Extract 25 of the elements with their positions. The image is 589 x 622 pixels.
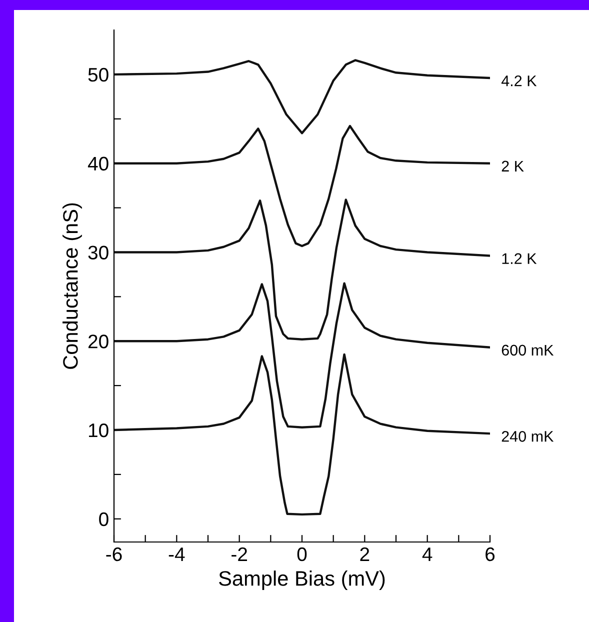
series-label: 1.2 K	[502, 253, 537, 264]
y-tick-label: 20	[88, 334, 108, 348]
y-tick-label: 30	[88, 246, 108, 260]
y-axis-title: Conductance (nS)	[62, 203, 82, 369]
line-series	[114, 282, 490, 428]
y-tick-label: 40	[88, 156, 108, 171]
x-tick-label: 4	[422, 548, 432, 561]
line-series	[114, 59, 490, 134]
line-series	[114, 353, 490, 516]
y-tick-label: 0	[99, 512, 108, 526]
x-tick-label: -4	[168, 548, 185, 561]
x-tick-label: 0	[297, 547, 307, 562]
x-tick-label: 6	[486, 547, 495, 562]
line-series	[114, 124, 490, 248]
x-tick-label: -2	[232, 547, 248, 561]
x-tick-label: -6	[106, 547, 122, 562]
line-series	[114, 198, 490, 340]
series-label: 240 mK	[502, 431, 554, 442]
y-tick-label: 10	[88, 423, 108, 438]
x-tick-label: 2	[360, 547, 370, 561]
y-tick-label: 50	[88, 68, 108, 82]
series-label: 600 mK	[502, 344, 554, 356]
series-label: 2 K	[502, 160, 524, 172]
series-label: 4.2 K	[501, 75, 537, 86]
x-axis-title: Sample Bias (mV)	[219, 570, 385, 590]
